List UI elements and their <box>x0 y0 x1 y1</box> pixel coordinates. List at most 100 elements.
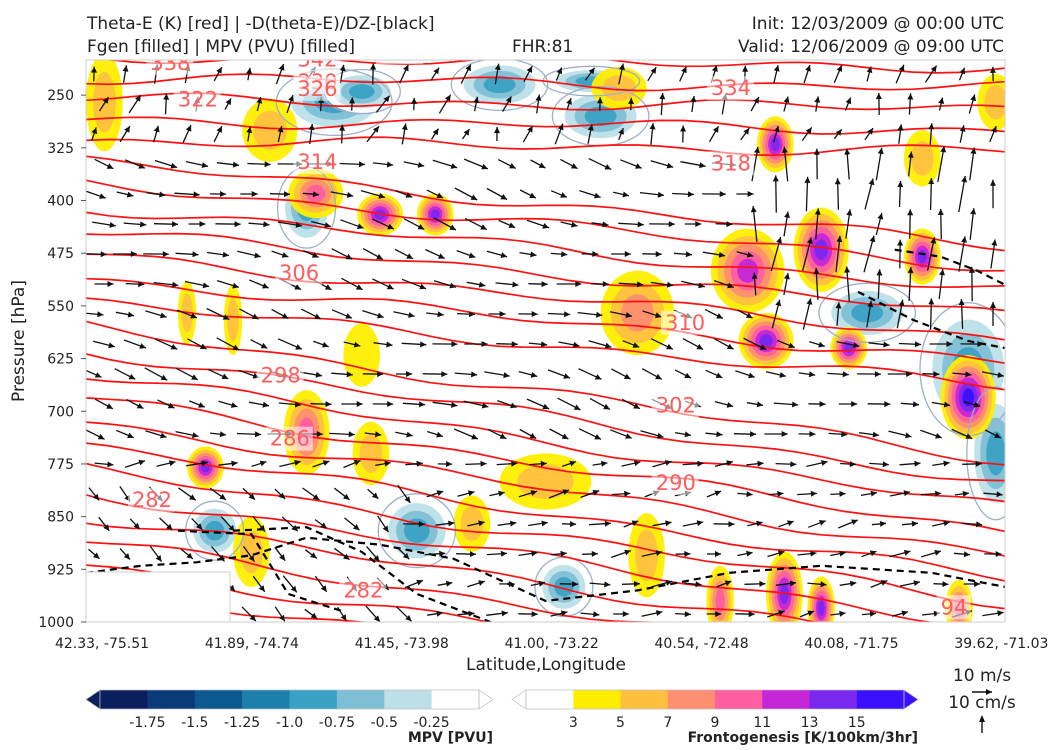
wind-vector-head <box>511 460 518 467</box>
wind-vector-head <box>870 490 877 497</box>
wind-vector-head <box>562 489 569 495</box>
fill-blob <box>554 577 574 597</box>
wind-vector <box>958 175 966 213</box>
wind-vector-head <box>294 284 301 290</box>
wind-vector-head <box>560 192 567 198</box>
mpv-colorbar-tick-label: -1.0 <box>276 715 303 731</box>
wind-vector-head <box>695 581 702 588</box>
wind-vector-head <box>868 178 875 186</box>
wind-vector-head <box>903 490 910 497</box>
wind-vector-head <box>310 552 317 559</box>
wind-vector-head <box>219 493 226 500</box>
wind-vector-head <box>189 494 196 501</box>
wind-vector-head <box>538 580 546 587</box>
wind-vector-head <box>622 611 629 617</box>
wind-vector-head <box>655 251 662 258</box>
wind-vector-head <box>353 460 361 466</box>
mpv-colorbar-swatch <box>289 690 338 709</box>
wind-vector-head <box>290 585 297 593</box>
mpv-colorbar-tick-label: -0.5 <box>371 715 398 731</box>
wind-vector-head <box>804 176 811 183</box>
wind-vector-head <box>834 178 841 185</box>
wind-vector-head <box>866 66 873 74</box>
wind-vector-head <box>509 163 516 169</box>
wind-vector-head <box>783 96 790 104</box>
wind-vector-head <box>994 432 1001 438</box>
wind-vector-head <box>160 312 167 319</box>
wind-vector-head <box>748 611 755 618</box>
wind-vector-head <box>635 163 642 169</box>
fill-blob <box>814 239 828 260</box>
y-axis-title: Pressure [hPa] <box>9 280 29 402</box>
wind-vector-head <box>371 492 379 499</box>
wind-vector-head <box>542 223 549 229</box>
y-tick-label: 925 <box>47 562 74 578</box>
frontogenesis-colorbar-label: Frontogenesis [K/100km/3hr] <box>688 730 918 746</box>
wind-vector-head <box>846 209 853 216</box>
wind-vector-head <box>775 299 782 307</box>
wind-vector-head <box>587 124 594 131</box>
theta-e-contour-label: 314 <box>297 150 337 174</box>
theta-e-contour <box>86 541 671 622</box>
wind-vector-head <box>530 372 538 378</box>
wind-vector-head <box>511 341 518 348</box>
contour-label-bg <box>936 595 971 620</box>
wind-vector-head <box>408 312 415 318</box>
wind-vector-head <box>869 610 876 617</box>
wind-vector-head <box>343 493 350 500</box>
wind-vector-head <box>879 520 887 527</box>
wind-vector <box>863 235 875 273</box>
wind-vector-head <box>324 284 332 290</box>
wind-vector-head <box>222 314 230 320</box>
wind-vector-head <box>465 64 471 72</box>
wind-vector-head <box>872 431 879 438</box>
wind-vector-head <box>264 161 271 168</box>
wind-vector-head <box>604 164 612 170</box>
wind-vector-head <box>628 97 634 104</box>
wind-vector-head <box>219 431 226 438</box>
wind-vector-head <box>258 585 265 592</box>
fill-blob <box>359 433 383 473</box>
contour-label-bg <box>127 487 175 512</box>
theta-e-contour <box>86 232 1005 312</box>
theta-e-contour-label: 286 <box>270 427 310 451</box>
wind-vector-head <box>93 552 100 559</box>
wind-vector-head <box>373 615 380 622</box>
theta-e-contour <box>86 297 1005 391</box>
wind-vector-head <box>279 554 286 561</box>
wind-vector-head <box>699 162 706 169</box>
wind-vector-head <box>903 549 911 556</box>
wind-vector-head <box>345 253 353 260</box>
fgen-colorbar-tick-label: 5 <box>616 715 625 731</box>
wind-vector-head <box>657 191 664 198</box>
theta-e-contour <box>86 587 367 622</box>
wind-vector-head <box>316 431 323 437</box>
wind-vector-head <box>172 281 179 288</box>
wind-vector-head <box>225 98 231 106</box>
wind-vector-head <box>256 97 263 104</box>
wind-vector-head <box>569 460 576 467</box>
wind-vector-head <box>623 373 631 380</box>
wind-vector-head <box>106 163 114 169</box>
wind-vector-head <box>542 403 550 410</box>
wind-vector-head <box>942 581 949 588</box>
wind-vector-head <box>997 610 1004 617</box>
wind-vector-head <box>279 614 285 622</box>
wind-vector-head <box>254 252 261 259</box>
theta-e-contour <box>105 60 1005 74</box>
wind-vector-head <box>277 126 284 133</box>
wind-vector-head <box>937 208 944 215</box>
vector-key: 10 m/s 10 cm/s <box>948 666 1016 733</box>
fgen-colorbar-swatch <box>620 690 669 709</box>
wind-vector-head <box>970 208 977 215</box>
wind-vector-head <box>933 371 940 378</box>
contour-label-bg <box>173 87 221 112</box>
wind-vector-head <box>573 341 580 348</box>
mpv-colorbar-frame <box>99 689 480 710</box>
wind-vector-head <box>633 580 640 587</box>
wind-vector-head <box>593 611 600 618</box>
dthetae-dz-contour <box>86 536 1005 603</box>
wind-vector-head <box>715 551 721 557</box>
wind-vector-head <box>138 163 145 169</box>
fgen-colorbar-swatch <box>762 690 811 709</box>
